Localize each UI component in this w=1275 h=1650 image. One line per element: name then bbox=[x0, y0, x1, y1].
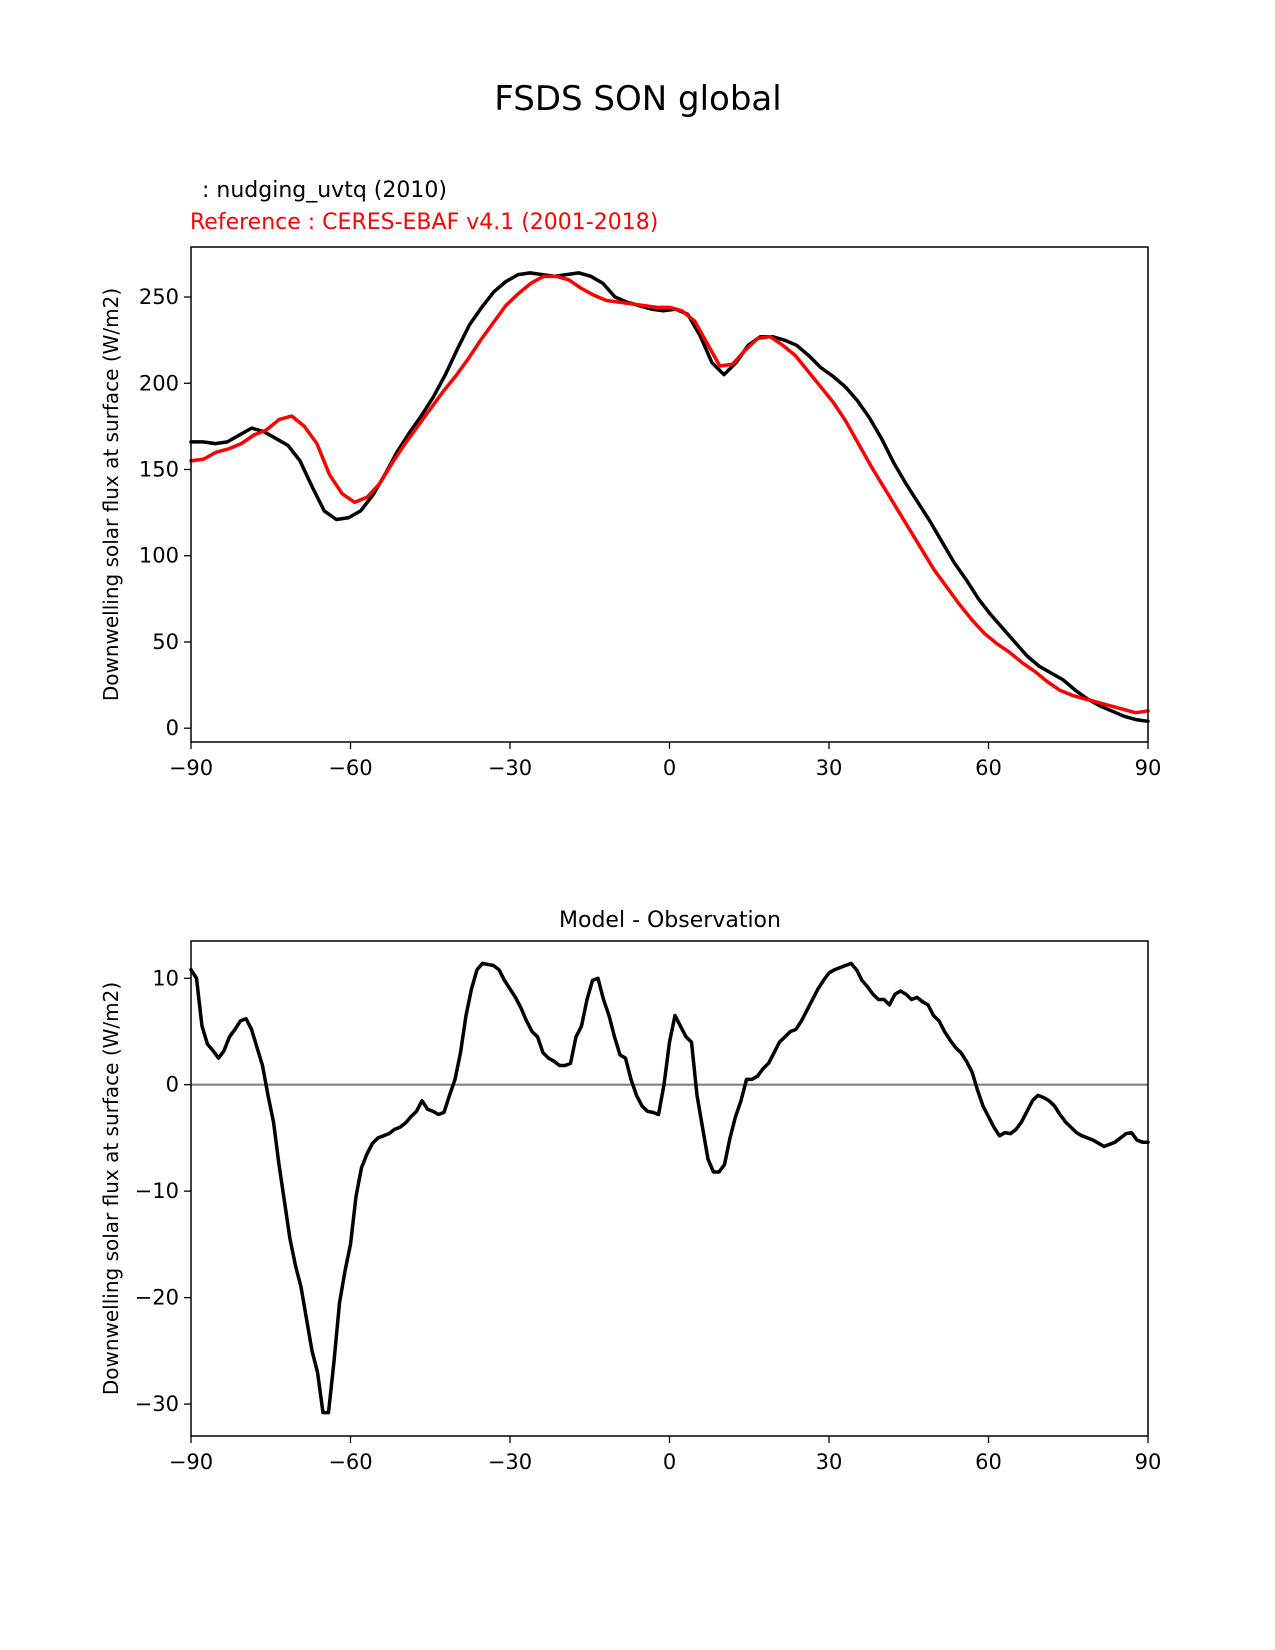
y-tick-label: 0 bbox=[166, 716, 179, 740]
difference-series-line bbox=[189, 961, 1150, 1415]
x-tick-label: 60 bbox=[975, 756, 1002, 780]
x-tick-label: 30 bbox=[816, 1450, 843, 1474]
difference-panel-title: Model - Observation bbox=[559, 908, 781, 933]
x-tick-label: −30 bbox=[488, 1450, 532, 1474]
y-tick-label: 250 bbox=[139, 285, 179, 309]
y-tick-label: 50 bbox=[152, 630, 179, 654]
test-series-line bbox=[189, 271, 1150, 724]
top-panel: −90 −60 −30 0 30 60 90 0 50 100 150 200 250 Downwelli… bbox=[99, 246, 1162, 780]
y-axis-label: Downwelling solar flux at surface (W/m2) bbox=[99, 982, 123, 1395]
x-tick-label: 90 bbox=[1135, 1450, 1162, 1474]
difference-panel: Model - Observation −90 −60 −30 0 30 60 90 −30 −… bbox=[99, 908, 1161, 1474]
axes-frame bbox=[190, 246, 1149, 743]
ref-series-line bbox=[189, 274, 1150, 715]
y-axis-label: Downwelling solar flux at surface (W/m2) bbox=[99, 288, 123, 701]
x-tick-label: 0 bbox=[663, 1450, 676, 1474]
y-tick-label: −10 bbox=[135, 1179, 179, 1203]
y-tick-label: −20 bbox=[135, 1286, 179, 1310]
x-tick-label: 0 bbox=[663, 756, 676, 780]
x-tick-label: −30 bbox=[488, 756, 532, 780]
y-tick-label: 0 bbox=[166, 1073, 179, 1097]
y-tick-label: 200 bbox=[139, 371, 179, 395]
x-tick-label: −90 bbox=[169, 1450, 213, 1474]
x-tick-label: −90 bbox=[169, 756, 213, 780]
y-tick-label: 100 bbox=[139, 544, 179, 568]
test-subtitle: : nudging_uvtq (2010) bbox=[195, 178, 447, 203]
x-tick-label: 90 bbox=[1135, 756, 1162, 780]
y-tick-label: 10 bbox=[152, 966, 179, 990]
y-tick-label: 150 bbox=[139, 457, 179, 481]
figure-title: FSDS SON global bbox=[494, 79, 781, 119]
y-tick-label: −30 bbox=[135, 1392, 179, 1416]
x-tick-label: 30 bbox=[816, 756, 843, 780]
x-tick-label: 60 bbox=[975, 1450, 1002, 1474]
x-tick-label: −60 bbox=[328, 1450, 372, 1474]
x-tick-label: −60 bbox=[328, 756, 372, 780]
reference-subtitle: Reference : CERES-EBAF v4.1 (2001-2018) bbox=[190, 210, 658, 235]
